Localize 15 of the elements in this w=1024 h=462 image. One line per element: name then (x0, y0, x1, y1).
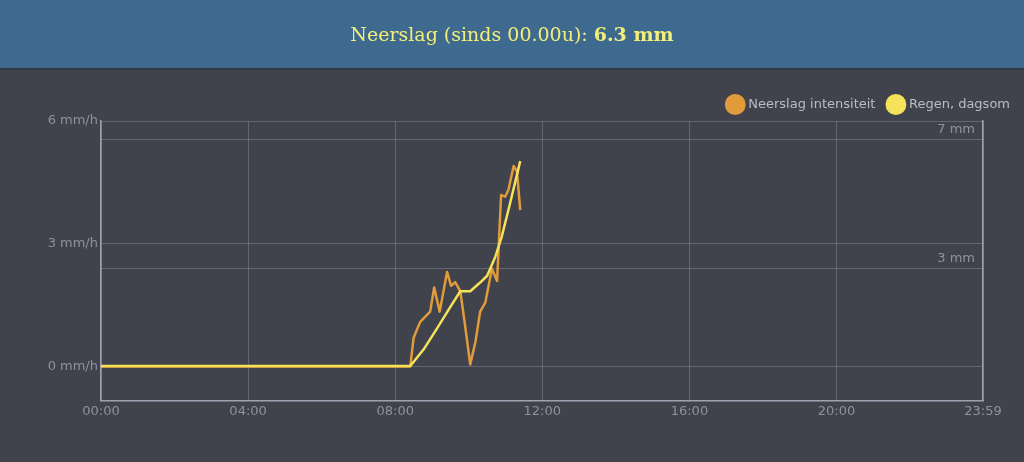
y-tick-label: 0 mm/h (47, 357, 98, 373)
y2-tick-label: 3 mm (937, 250, 975, 266)
legend-label: Neerslag intensiteit (748, 95, 876, 111)
y-tick-label: 6 mm/h (47, 112, 98, 128)
legend-label: Regen, dagsom (908, 95, 1010, 111)
y-tick-label: 3 mm/h (47, 235, 98, 251)
x-tick-label: 00:00 (82, 402, 120, 418)
x-tick-label: 20:00 (817, 402, 856, 418)
x-tick-label: 04:00 (229, 402, 267, 418)
x-tick-label: 16:00 (670, 402, 709, 418)
x-tick-label: 08:00 (376, 402, 414, 418)
chart-title: Neerslag (sinds 00.00u): 6.3 mm (350, 23, 674, 45)
x-tick-label: 23:59 (964, 402, 1002, 418)
x-tick-label: 12:00 (523, 402, 562, 418)
y2-tick-label: 7 mm (937, 120, 975, 136)
